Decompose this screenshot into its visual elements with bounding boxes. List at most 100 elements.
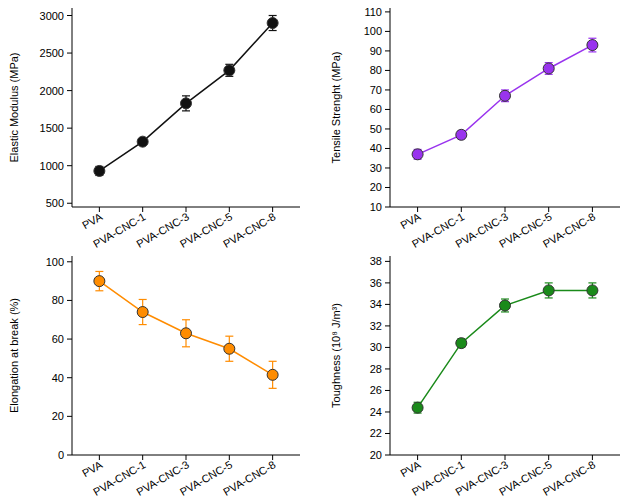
plot-area xyxy=(412,38,598,160)
data-point xyxy=(412,149,423,160)
y-tick xyxy=(385,11,390,12)
data-line xyxy=(418,45,593,154)
y-tick xyxy=(385,347,390,348)
y-tick xyxy=(67,416,72,417)
y-tick-label: 36 xyxy=(370,277,382,289)
y-tick xyxy=(385,304,390,305)
y-tick-label: 1500 xyxy=(40,122,64,134)
y-tick-label: 38 xyxy=(370,255,382,267)
y-axis-label: Elongation at break (%) xyxy=(8,298,20,413)
x-tick xyxy=(272,455,273,460)
y-tick-label: 70 xyxy=(370,84,382,96)
panel: 020406080100Elongation at break (%)PVAPV… xyxy=(8,256,300,498)
x-tick xyxy=(186,207,187,212)
y-tick xyxy=(385,390,390,391)
y-tick xyxy=(67,377,72,378)
y-tick-label: 40 xyxy=(52,372,64,384)
data-point xyxy=(267,369,278,380)
data-point xyxy=(224,343,235,354)
x-tick xyxy=(229,455,230,460)
data-point xyxy=(181,98,192,109)
x-tick xyxy=(142,207,143,212)
panel: 50010001500200025003000Elastic Modulus (… xyxy=(8,8,300,250)
data-point xyxy=(543,63,554,74)
figure: 50010001500200025003000Elastic Modulus (… xyxy=(0,0,642,503)
y-tick xyxy=(67,90,72,91)
y-tick-label: 22 xyxy=(370,427,382,439)
panel: 20222426283032343638Toughness (10⁸ J/m³)… xyxy=(330,255,620,498)
x-tick xyxy=(461,455,462,460)
x-tick xyxy=(505,207,506,212)
x-tick xyxy=(548,207,549,212)
data-point xyxy=(224,65,235,76)
y-tick xyxy=(67,203,72,204)
y-tick-label: 500 xyxy=(46,197,64,209)
y-tick-label: 80 xyxy=(370,64,382,76)
data-line xyxy=(99,23,272,171)
y-tick-label: 100 xyxy=(46,256,64,268)
y-tick xyxy=(385,455,390,456)
data-point xyxy=(137,307,148,318)
y-tick-label: 60 xyxy=(52,333,64,345)
x-tick xyxy=(272,207,273,212)
x-tick-label: PVA xyxy=(398,210,423,231)
x-tick xyxy=(505,455,506,460)
y-tick xyxy=(67,15,72,16)
y-tick xyxy=(67,339,72,340)
y-tick-label: 24 xyxy=(370,406,382,418)
y-tick-label: 30 xyxy=(370,162,382,174)
x-tick-label: PVA-CNC-8 xyxy=(541,210,598,250)
y-tick xyxy=(385,187,390,188)
x-tick xyxy=(99,455,100,460)
x-tick-label: PVA-CNC-8 xyxy=(221,210,278,250)
x-tick xyxy=(548,455,549,460)
plot-area xyxy=(412,283,598,413)
y-tick-label: 2500 xyxy=(40,47,64,59)
data-point xyxy=(94,276,105,287)
x-tick xyxy=(99,207,100,212)
x-tick xyxy=(229,207,230,212)
y-tick xyxy=(385,282,390,283)
data-point xyxy=(137,136,148,147)
y-tick-label: 1000 xyxy=(40,160,64,172)
y-tick-label: 20 xyxy=(370,449,382,461)
y-tick xyxy=(385,261,390,262)
x-tick xyxy=(461,207,462,212)
y-axis-label: Tensile Strenght (MPa) xyxy=(330,52,342,164)
y-tick xyxy=(385,167,390,168)
y-tick-label: 28 xyxy=(370,363,382,375)
y-tick-label: 0 xyxy=(58,449,64,461)
x-tick-label: PVA-CNC-8 xyxy=(541,458,598,498)
x-tick-label: PVA xyxy=(80,458,105,479)
y-tick xyxy=(67,128,72,129)
y-axis xyxy=(390,8,391,207)
y-tick-label: 100 xyxy=(364,25,382,37)
y-tick xyxy=(385,148,390,149)
plot-area xyxy=(94,271,278,388)
panel: 102030405060708090100110Tensile Strenght… xyxy=(330,6,620,250)
x-tick xyxy=(592,207,593,212)
y-tick xyxy=(385,70,390,71)
y-tick-label: 20 xyxy=(52,410,64,422)
data-line xyxy=(418,290,593,407)
y-tick-label: 34 xyxy=(370,298,382,310)
y-tick xyxy=(385,207,390,208)
y-tick-label: 20 xyxy=(370,181,382,193)
y-tick-label: 60 xyxy=(370,103,382,115)
y-tick-label: 30 xyxy=(370,341,382,353)
data-point xyxy=(94,165,105,176)
y-tick xyxy=(385,433,390,434)
y-tick xyxy=(385,411,390,412)
y-tick-label: 10 xyxy=(370,201,382,213)
y-tick-label: 32 xyxy=(370,320,382,332)
y-tick xyxy=(67,165,72,166)
x-tick xyxy=(592,455,593,460)
x-tick xyxy=(186,455,187,460)
y-tick xyxy=(385,368,390,369)
y-tick xyxy=(385,31,390,32)
y-tick xyxy=(385,128,390,129)
y-tick-label: 40 xyxy=(370,142,382,154)
y-tick-label: 2000 xyxy=(40,85,64,97)
x-tick xyxy=(417,207,418,212)
data-point xyxy=(500,300,511,311)
